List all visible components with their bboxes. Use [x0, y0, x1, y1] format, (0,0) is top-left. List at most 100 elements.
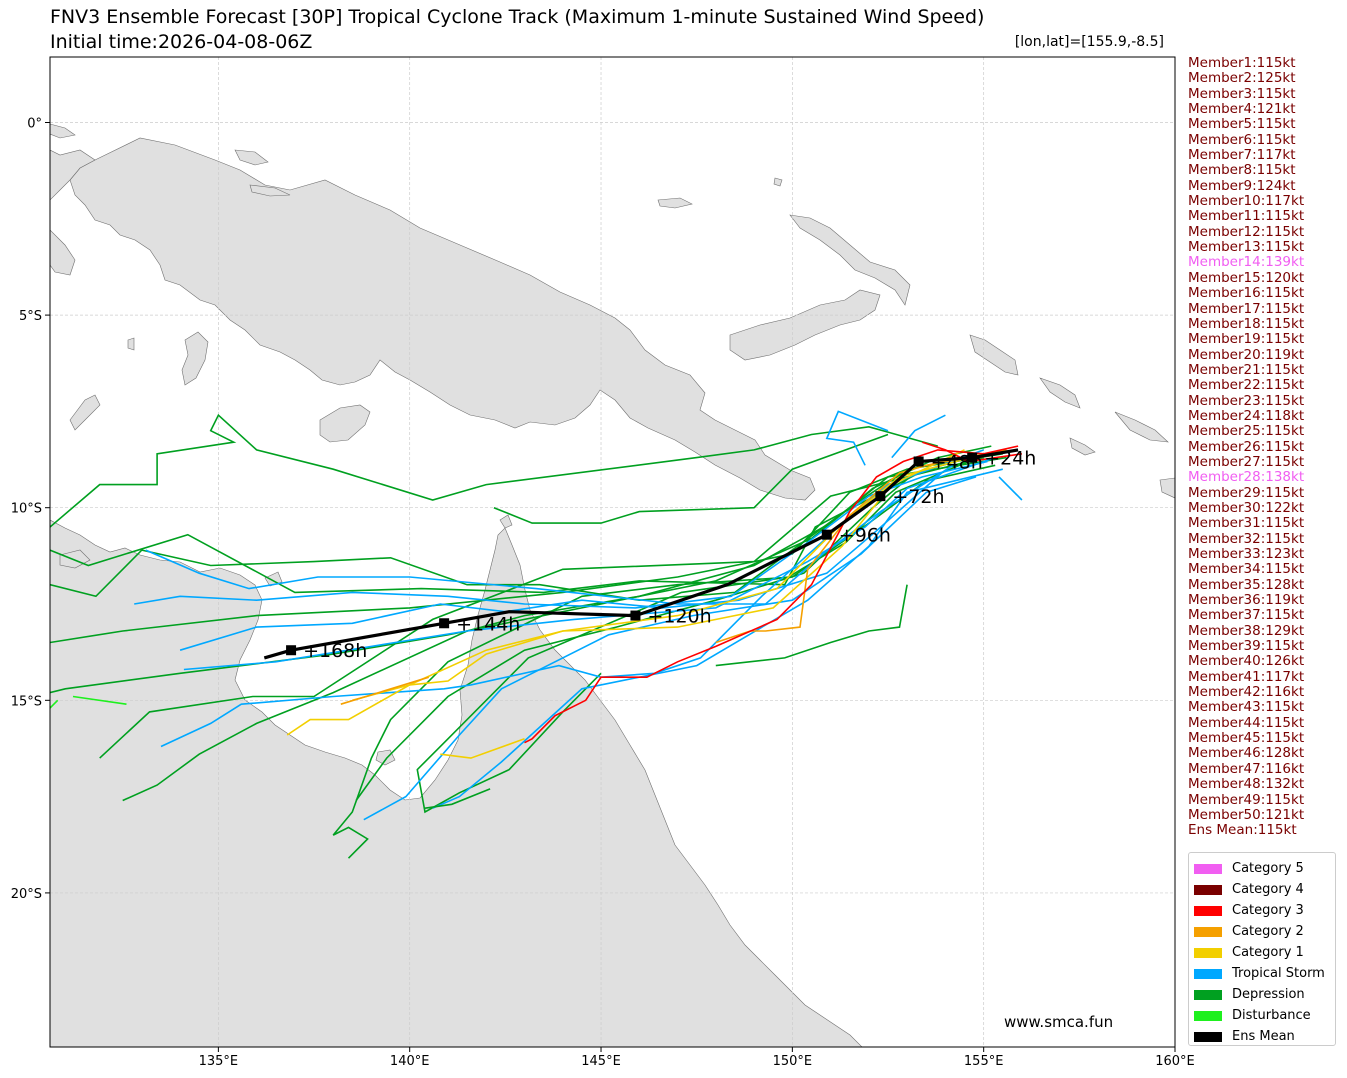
member-track-line	[50, 413, 939, 528]
forecast-hour-label: +48h	[931, 451, 983, 473]
ens-mean-track-line	[263, 448, 1019, 660]
legend-label: Category 2	[1232, 924, 1304, 939]
member-intensity: Member7:117kt	[1188, 147, 1296, 164]
member-track-line	[50, 468, 908, 602]
legend-swatch	[1194, 989, 1222, 1000]
ens-mean-marker	[875, 491, 886, 502]
manus-island	[657, 197, 693, 209]
legend-item: Category 5	[1194, 858, 1335, 879]
ens-mean-marker	[439, 618, 450, 629]
ens-mean-marker	[630, 610, 641, 621]
legend-label: Category 3	[1232, 903, 1304, 918]
member-intensity: Member17:115kt	[1188, 300, 1305, 317]
member-track-line	[50, 468, 927, 594]
member-intensity: Member4:121kt	[1188, 101, 1296, 118]
mean-track: +24h+48h +72h+96h +120h +144h +168h	[263, 448, 1036, 662]
website-credit: www.smca.fun	[1004, 1013, 1114, 1031]
legend-item: Ens Mean	[1194, 1026, 1335, 1047]
ens-mean-marker	[821, 529, 832, 540]
forecast-hour-label: +120h	[647, 606, 711, 628]
member-intensity: Member12:115kt	[1188, 223, 1305, 240]
member-track-line	[352, 449, 965, 702]
legend-swatch	[1194, 968, 1222, 979]
member-track-line	[998, 476, 1023, 501]
legend-label: Depression	[1232, 987, 1305, 1002]
ens-mean-marker	[913, 456, 924, 467]
member-intensity: Member36:119kt	[1188, 592, 1305, 609]
member-track-line	[825, 410, 889, 466]
member-intensity: Member44:115kt	[1188, 714, 1305, 731]
member-track-line	[160, 449, 984, 748]
legend-item: Category 3	[1194, 900, 1335, 921]
australia-mainland	[50, 519, 863, 1047]
member-intensity: Member24:118kt	[1188, 407, 1305, 424]
legend-item: Category 4	[1194, 879, 1335, 900]
legend-label: Ens Mean	[1232, 1029, 1295, 1044]
member-intensity: Member34:115kt	[1188, 561, 1305, 578]
member-intensity: Member21:115kt	[1188, 361, 1305, 378]
member-intensity: Member35:128kt	[1188, 576, 1305, 593]
member-tracks	[50, 410, 1023, 859]
bird-head-peninsula	[50, 149, 96, 201]
member-track-line	[50, 453, 1003, 644]
member-intensity: Member38:129kt	[1188, 622, 1305, 639]
member-track-line	[524, 445, 1019, 744]
member-intensity: Member5:115kt	[1188, 116, 1296, 133]
lat-tick-label: 0°	[27, 116, 42, 131]
member-intensity: Member46:128kt	[1188, 745, 1305, 762]
member-intensity: Member16:115kt	[1188, 285, 1305, 302]
member-track-line	[50, 699, 59, 709]
ens-mean-marker	[967, 452, 978, 463]
member-intensity: Member2:125kt	[1188, 70, 1296, 87]
member-track-line	[440, 738, 525, 759]
legend-swatch	[1194, 905, 1222, 916]
solomon-island-1	[1039, 377, 1081, 409]
new-guinea-landmass	[69, 137, 816, 501]
legend-label: Category 5	[1232, 861, 1304, 876]
member-track-line	[355, 453, 984, 801]
member-intensity: Member32:115kt	[1188, 530, 1305, 547]
member-intensity: Member15:120kt	[1188, 269, 1305, 286]
ens-mean-marker	[286, 645, 297, 656]
member-track-line	[891, 414, 946, 459]
member-track-line	[922, 441, 1023, 463]
lon-tick-label: 135°E	[199, 1054, 239, 1069]
legend-swatch	[1194, 863, 1222, 874]
plot-frame	[49, 56, 1176, 1048]
member-track-line	[99, 456, 984, 759]
bougainville-island	[969, 334, 1019, 376]
kai-island	[127, 337, 135, 351]
member-track-line	[424, 788, 491, 809]
legend-label: Tropical Storm	[1232, 966, 1325, 981]
member-intensity: Member42:116kt	[1188, 684, 1305, 701]
member-intensity: Member11:115kt	[1188, 208, 1305, 225]
member-intensity: Member23:115kt	[1188, 392, 1305, 409]
member-intensity: Member49:115kt	[1188, 791, 1305, 808]
member-intensity: Member41:117kt	[1188, 668, 1305, 685]
raja-ampat-island	[50, 123, 76, 139]
legend-item: Tropical Storm	[1194, 963, 1335, 984]
member-intensity: Member28:138kt	[1188, 469, 1305, 486]
member-track-line	[715, 584, 908, 667]
legend-swatch	[1194, 1010, 1222, 1021]
member-track-line	[145, 464, 954, 605]
member-intensity: Member18:115kt	[1188, 315, 1305, 332]
forecast-hour-label: +72h	[892, 486, 944, 508]
legend-swatch	[1194, 947, 1222, 958]
legend-item: Category 2	[1194, 921, 1335, 942]
cape-york-island	[499, 514, 513, 529]
axis-ticks: 135°E 140°E 145°E 150°E 155°E 160°E 0° 5°S 10°S 1…	[11, 116, 1195, 1069]
new-ireland-island	[789, 214, 911, 306]
legend-label: Category 1	[1232, 945, 1304, 960]
member-intensity: Member10:117kt	[1188, 193, 1305, 210]
storm-coordinate: [lon,lat]=[155.9,-8.5]	[1014, 34, 1164, 50]
member-intensity: Member43:115kt	[1188, 699, 1305, 716]
member-intensity-list: Member1:115kt Member2:125kt Member3:115kt M…	[1188, 55, 1305, 839]
member-intensity: Member37:115kt	[1188, 607, 1305, 624]
bird-head-south	[50, 229, 76, 276]
chart-title: FNV3 Ensemble Forecast [30P] Tropical Cy…	[50, 6, 985, 28]
land-layer	[50, 123, 1175, 1047]
member-intensity: Member50:121kt	[1188, 806, 1305, 823]
member-intensity: Member45:115kt	[1188, 730, 1305, 747]
